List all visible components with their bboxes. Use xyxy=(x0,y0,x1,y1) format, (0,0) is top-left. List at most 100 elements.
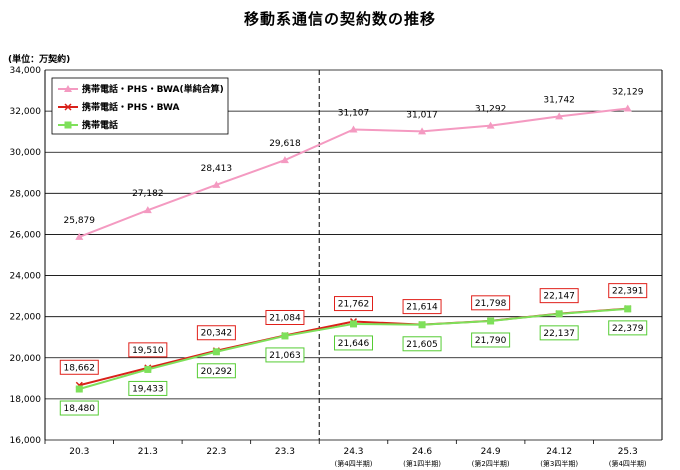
data-label: 22,137 xyxy=(543,329,575,339)
y-tick-label: 20,000 xyxy=(10,354,42,364)
legend-marker xyxy=(64,103,72,111)
data-label: 31,017 xyxy=(406,110,438,120)
x-tick-label: 24.6 xyxy=(412,447,432,457)
x-tick-label: 23.3 xyxy=(275,447,295,457)
data-label-box xyxy=(59,400,99,416)
data-label: 20,292 xyxy=(201,367,233,377)
data-label: 22,391 xyxy=(612,287,644,297)
series-layer xyxy=(75,104,632,393)
data-label: 31,107 xyxy=(338,108,370,118)
series-0-point xyxy=(75,232,84,240)
series-0-point xyxy=(623,104,632,112)
legend-label: 携帯電話 xyxy=(82,119,118,131)
x-tick-label: 25.3 xyxy=(618,447,638,457)
series-0-point xyxy=(349,125,358,133)
x-tick-sublabel: (第2四半期) xyxy=(472,459,510,468)
data-label: 21,084 xyxy=(269,313,301,323)
x-tick-label: 24.12 xyxy=(546,447,572,457)
data-label: 21,614 xyxy=(406,303,438,313)
data-label-box xyxy=(402,336,442,352)
data-label: 20,342 xyxy=(201,329,233,339)
y-tick-label: 26,000 xyxy=(10,230,42,240)
data-label: 19,433 xyxy=(132,384,164,394)
series-0-point xyxy=(418,127,427,135)
data-label: 28,413 xyxy=(201,164,233,174)
x-tick-sublabel: (第4四半期) xyxy=(335,459,373,468)
data-label: 18,662 xyxy=(64,363,96,373)
legend-marker xyxy=(64,85,72,92)
data-label: 25,879 xyxy=(64,216,96,226)
data-label: 21,762 xyxy=(338,300,370,310)
data-label-box xyxy=(471,295,511,311)
series-0-point xyxy=(555,112,564,120)
data-label: 19,510 xyxy=(132,346,164,356)
series-0-point xyxy=(486,121,495,129)
x-tick-sublabel: (第4四半期) xyxy=(609,459,647,468)
data-label: 29,618 xyxy=(269,139,301,149)
chart-title: 移動系通信の契約数の推移 xyxy=(243,10,436,28)
legend-label: 携帯電話・PHS・BWA(単純合算) xyxy=(82,83,224,95)
data-label: 22,379 xyxy=(612,324,644,334)
x-tick-label: 20.3 xyxy=(69,447,89,457)
data-label-box xyxy=(196,363,236,379)
series-2-point xyxy=(144,365,152,373)
data-label-box xyxy=(128,342,168,358)
data-label-box xyxy=(539,288,579,304)
y-tick-label: 30,000 xyxy=(10,148,42,158)
series-0-point xyxy=(212,180,221,188)
series-2-point xyxy=(487,317,495,325)
series-2-point xyxy=(555,310,563,318)
y-tick-label: 22,000 xyxy=(10,313,42,323)
series-2-point xyxy=(418,321,426,329)
data-label-box xyxy=(196,325,236,341)
x-tick-sublabel: (第1四半期) xyxy=(403,459,441,468)
axes: 16,000 18,000 20,000 22,000 24,000 26,000 28,0… xyxy=(10,66,663,468)
data-label-box xyxy=(608,283,648,299)
data-label: 21,790 xyxy=(475,336,507,346)
legend-label: 携帯電話・PHS・BWA xyxy=(82,101,180,113)
data-label: 22,147 xyxy=(543,292,575,302)
series-2-point xyxy=(350,320,357,328)
data-label-box xyxy=(471,332,511,348)
y-tick-label: 18,000 xyxy=(10,395,42,405)
data-label-box xyxy=(402,299,442,315)
data-label-box xyxy=(265,347,305,363)
data-label-box xyxy=(128,380,168,396)
data-label: 21,605 xyxy=(406,340,438,350)
data-label-box xyxy=(334,335,373,351)
y-tick-label: 24,000 xyxy=(10,272,42,282)
data-label-box xyxy=(59,359,99,375)
data-label: 31,292 xyxy=(475,105,507,115)
series-2-point xyxy=(75,385,83,393)
x-tick-label: 21.3 xyxy=(138,447,158,457)
data-label: 18,480 xyxy=(64,404,96,414)
data-label-box xyxy=(608,320,648,336)
data-labels-layer: 25,879 27,182 28,413 29,618 31,107 31,017 31,2… xyxy=(59,87,648,416)
x-tick-label: 22.3 xyxy=(206,447,226,457)
data-label: 21,646 xyxy=(338,339,370,349)
series-2-point xyxy=(212,348,220,356)
series-2-point xyxy=(281,332,289,340)
x-tick-sublabel: (第3四半期) xyxy=(540,459,578,468)
x-tick-label: 24.9 xyxy=(481,447,501,457)
series-0-point xyxy=(280,156,289,164)
data-label: 31,742 xyxy=(543,95,575,105)
unit-label: (単位：万契約) xyxy=(8,55,71,65)
y-tick-label: 16,000 xyxy=(10,436,42,446)
data-label: 27,182 xyxy=(132,189,164,199)
data-label: 32,129 xyxy=(612,87,644,97)
series-2-point xyxy=(624,305,632,313)
y-tick-label: 32,000 xyxy=(10,107,42,117)
legend-box xyxy=(51,77,229,135)
data-label-box xyxy=(539,325,579,341)
legend-marker xyxy=(64,121,72,129)
data-label-box xyxy=(334,296,373,312)
data-label: 21,063 xyxy=(269,351,301,361)
data-label-box xyxy=(265,309,305,325)
y-tick-label: 28,000 xyxy=(10,189,42,199)
data-label: 21,798 xyxy=(475,299,507,309)
legend: 携帯電話・PHS・BWA(単純合算) 携帯電話・PHS・BWA 携帯電話 xyxy=(51,77,229,135)
x-tick-label: 24.3 xyxy=(343,447,363,457)
series-0-point xyxy=(143,206,152,214)
